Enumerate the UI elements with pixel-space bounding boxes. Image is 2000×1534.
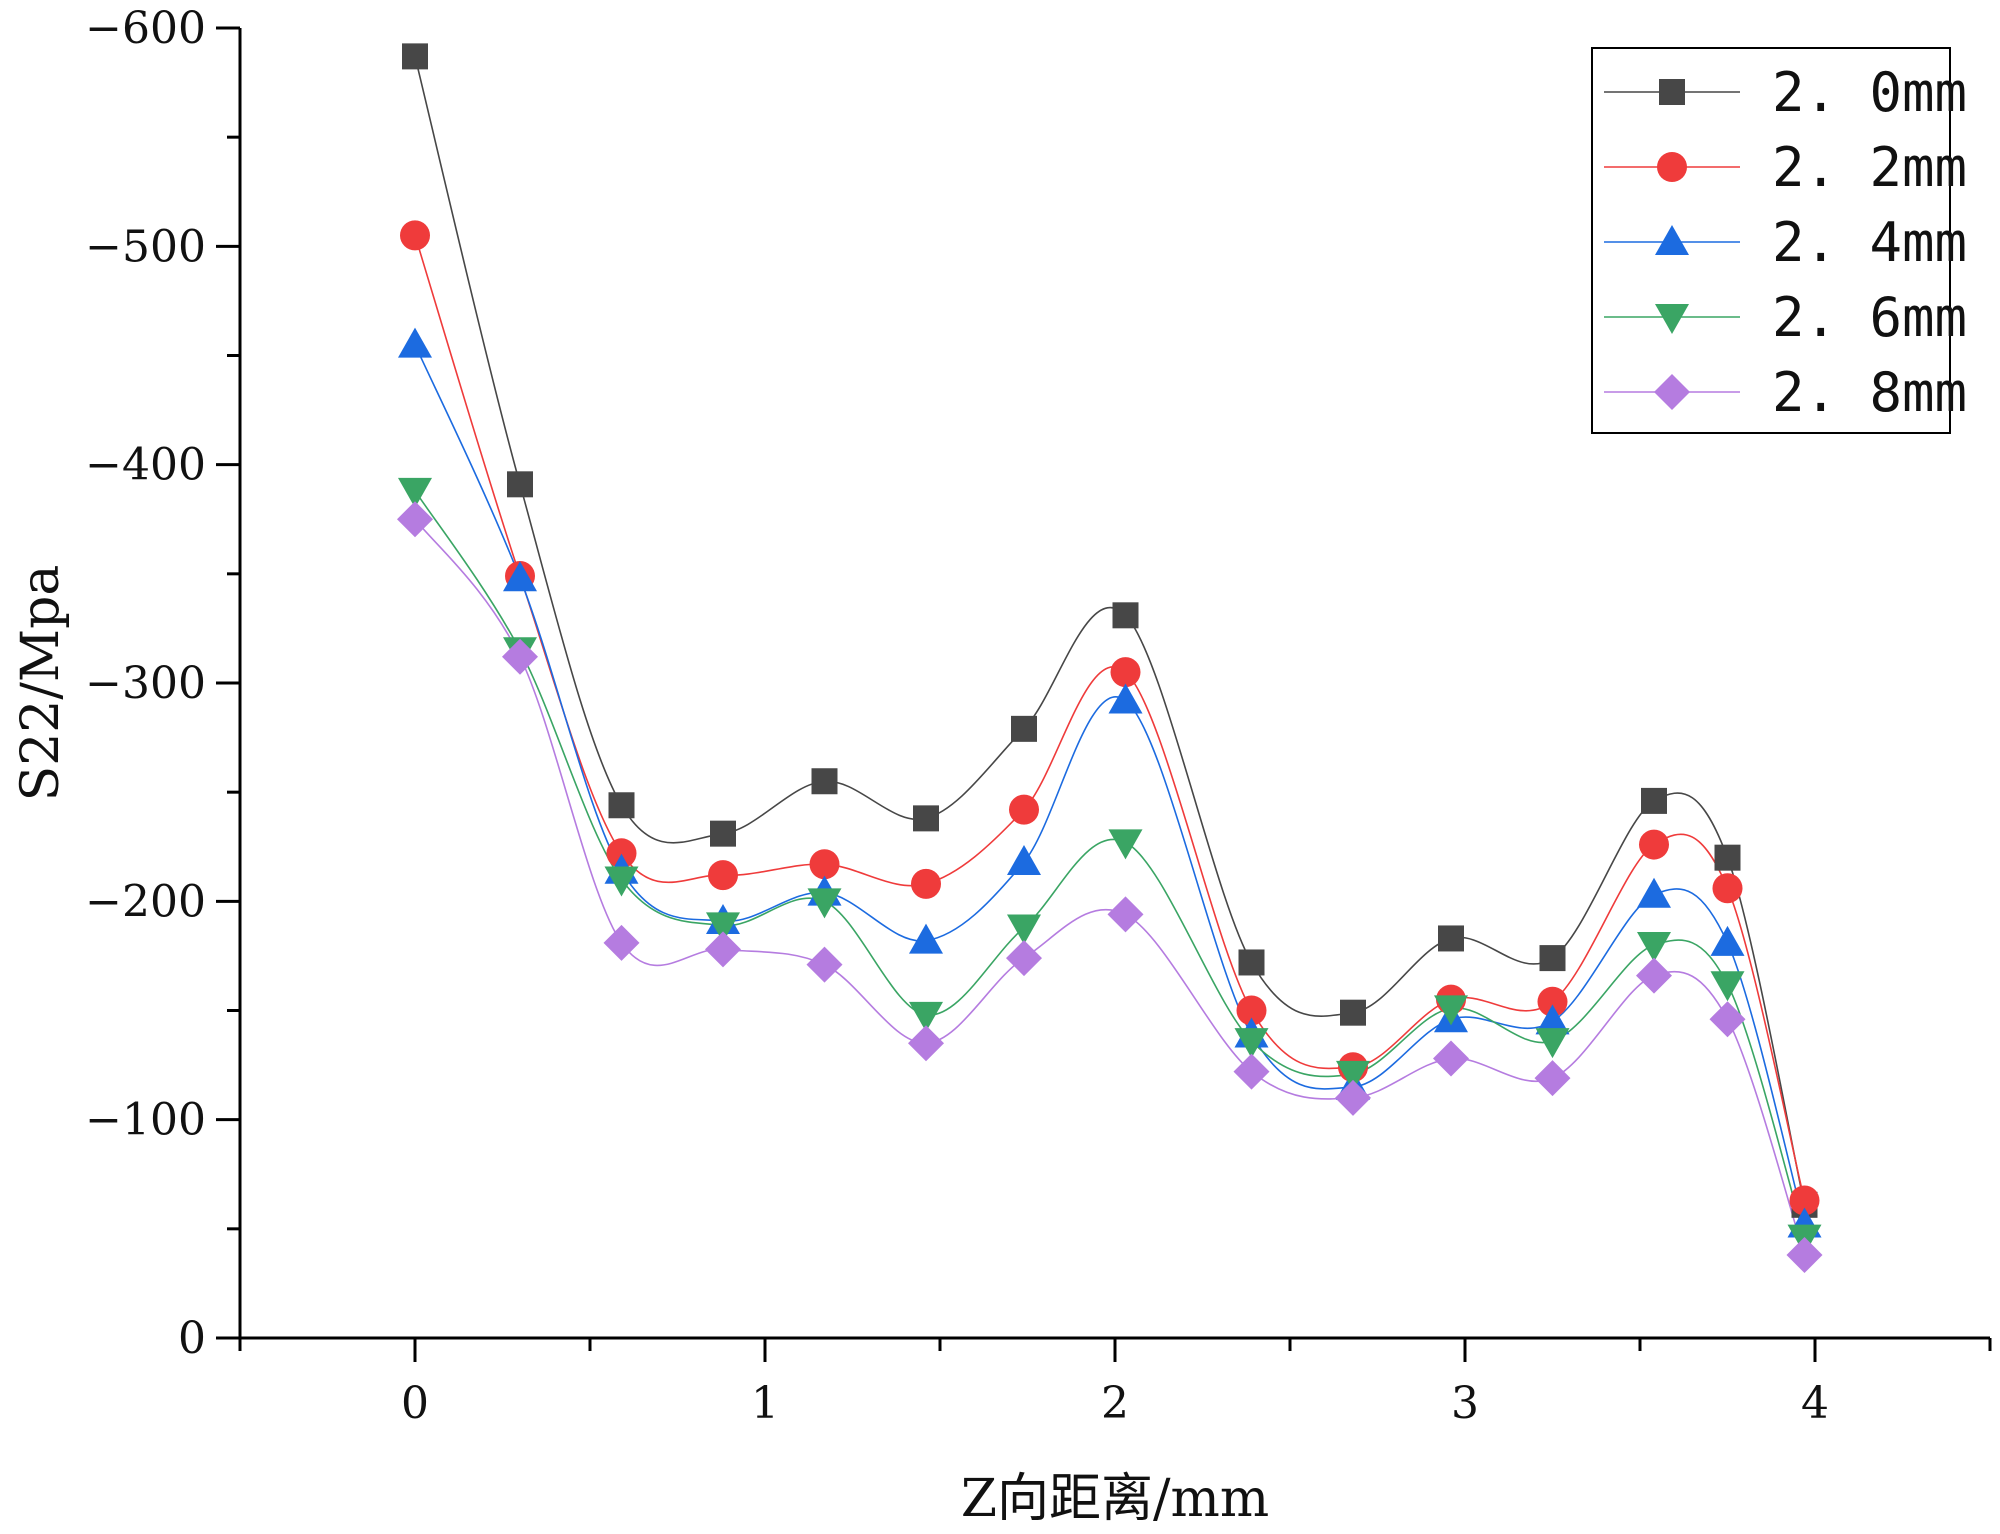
- data-point-2.8mm-7: [1107, 896, 1144, 933]
- data-point-2.8mm-3: [705, 931, 741, 968]
- data-point-2.2mm-12: [1639, 829, 1669, 860]
- series-line-2.4mm: [414, 344, 1806, 1225]
- data-point-2.2mm-7: [1110, 657, 1141, 688]
- data-point-2.0mm-3: [710, 820, 736, 847]
- data-point-2.0mm-5: [913, 805, 939, 832]
- data-point-2.2mm-13: [1712, 873, 1743, 904]
- data-point-2.0mm-10: [1438, 925, 1464, 952]
- data-point-2.8mm-0: [397, 501, 433, 538]
- data-point-2.2mm-0: [400, 220, 430, 251]
- data-point-2.6mm-11: [1535, 1028, 1570, 1059]
- data-point-2.8mm-9: [1335, 1079, 1371, 1116]
- legend-label-2.2mm: 2. 2mm: [1772, 136, 1967, 199]
- data-point-2.6mm-13: [1710, 971, 1745, 1002]
- y-tick-label: −600: [85, 3, 206, 54]
- y-tick-label: −300: [85, 658, 206, 709]
- legend-marker-2.0mm: [1659, 79, 1685, 105]
- data-point-2.6mm-2: [604, 866, 639, 897]
- data-point-2.6mm-9: [1336, 1060, 1370, 1091]
- data-point-2.0mm-0: [402, 43, 428, 70]
- x-tick-label: 2: [1101, 1378, 1129, 1429]
- data-point-2.2mm-6: [1009, 794, 1039, 825]
- data-point-2.4mm-6: [1007, 845, 1041, 876]
- data-point-2.2mm-14: [1789, 1185, 1820, 1216]
- data-point-2.4mm-1: [503, 561, 537, 592]
- y-tick-label: −400: [85, 440, 206, 491]
- data-point-2.6mm-7: [1108, 829, 1143, 860]
- x-tick-label: 3: [1451, 1378, 1479, 1429]
- data-point-2.0mm-2: [608, 792, 635, 819]
- data-point-2.8mm-14: [1786, 1237, 1823, 1274]
- data-point-2.2mm-8: [1236, 995, 1267, 1026]
- y-tick-label: −100: [85, 1095, 206, 1146]
- data-point-2.4mm-0: [398, 327, 432, 358]
- x-tick-label: 4: [1801, 1378, 1829, 1429]
- data-point-2.4mm-7: [1108, 683, 1143, 714]
- legend-marker-2.2mm: [1657, 152, 1687, 182]
- x-axis-title: Z向距离/mm: [961, 1469, 1269, 1529]
- data-point-2.4mm-5: [909, 923, 943, 954]
- data-point-2.0mm-6: [1011, 715, 1037, 742]
- y-tick-label: −500: [85, 221, 206, 272]
- legend-marker-2.8mm: [1654, 374, 1690, 410]
- legend-label-2.6mm: 2. 6mm: [1772, 286, 1967, 349]
- data-point-2.8mm-8: [1233, 1053, 1270, 1090]
- data-point-2.6mm-10: [1434, 995, 1468, 1026]
- data-point-2.6mm-8: [1234, 1028, 1269, 1059]
- data-point-2.0mm-11: [1539, 945, 1566, 972]
- data-point-2.6mm-6: [1007, 914, 1041, 945]
- data-point-2.2mm-5: [911, 868, 941, 899]
- data-point-2.6mm-4: [807, 888, 842, 919]
- data-point-2.2mm-4: [809, 849, 840, 880]
- data-point-2.6mm-3: [706, 912, 740, 943]
- y-tick-label: 0: [178, 1313, 206, 1364]
- x-tick-label: 1: [751, 1378, 779, 1429]
- data-point-2.8mm-1: [502, 638, 538, 675]
- data-point-2.0mm-1: [507, 471, 533, 498]
- data-point-2.8mm-13: [1709, 1001, 1746, 1038]
- data-point-2.8mm-10: [1433, 1040, 1469, 1077]
- data-point-2.4mm-11: [1535, 1004, 1570, 1035]
- data-point-2.6mm-5: [909, 1001, 943, 1032]
- data-point-2.8mm-12: [1636, 957, 1672, 994]
- data-point-2.6mm-0: [398, 477, 432, 508]
- data-point-2.2mm-3: [708, 860, 738, 891]
- y-axis-title: S22/Mpa: [11, 565, 71, 802]
- axes-layer: 0 −100 −200 −300 −400 −500 −600 0 1 2 3 4 Z向距离/mm S22…: [11, 3, 1992, 1529]
- legend-label-2.0mm: 2. 0mm: [1772, 61, 1967, 124]
- data-point-2.0mm-9: [1340, 999, 1366, 1026]
- data-point-2.8mm-11: [1534, 1060, 1571, 1097]
- data-point-2.8mm-2: [603, 924, 640, 961]
- data-point-2.0mm-13: [1714, 844, 1741, 871]
- data-point-2.2mm-11: [1537, 986, 1568, 1017]
- legend-marker-2.4mm: [1655, 225, 1689, 255]
- data-point-2.0mm-4: [811, 768, 838, 795]
- data-point-2.0mm-8: [1238, 949, 1265, 976]
- y-tick-label: −200: [85, 876, 206, 927]
- legend-marker-2.6mm: [1655, 304, 1689, 334]
- x-tick-label: 0: [401, 1378, 429, 1429]
- data-point-2.8mm-6: [1006, 940, 1042, 977]
- data-point-2.4mm-12: [1637, 877, 1671, 908]
- legend: 2. 0mm 2. 2mm 2. 4mm 2. 6mm 2. 8mm: [1591, 47, 1967, 434]
- data-point-2.8mm-5: [908, 1025, 944, 1062]
- legend-label-2.8mm: 2. 8mm: [1772, 361, 1967, 424]
- data-point-2.4mm-13: [1710, 925, 1745, 956]
- legend-box: [1591, 47, 1951, 434]
- data-point-2.8mm-4: [806, 946, 843, 983]
- data-point-2.2mm-2: [606, 838, 637, 869]
- data-point-2.0mm-12: [1641, 787, 1667, 814]
- legend-label-2.4mm: 2. 4mm: [1772, 211, 1967, 274]
- data-point-2.0mm-7: [1112, 602, 1139, 629]
- data-point-2.6mm-12: [1637, 932, 1671, 962]
- series-layer: [397, 43, 1823, 1274]
